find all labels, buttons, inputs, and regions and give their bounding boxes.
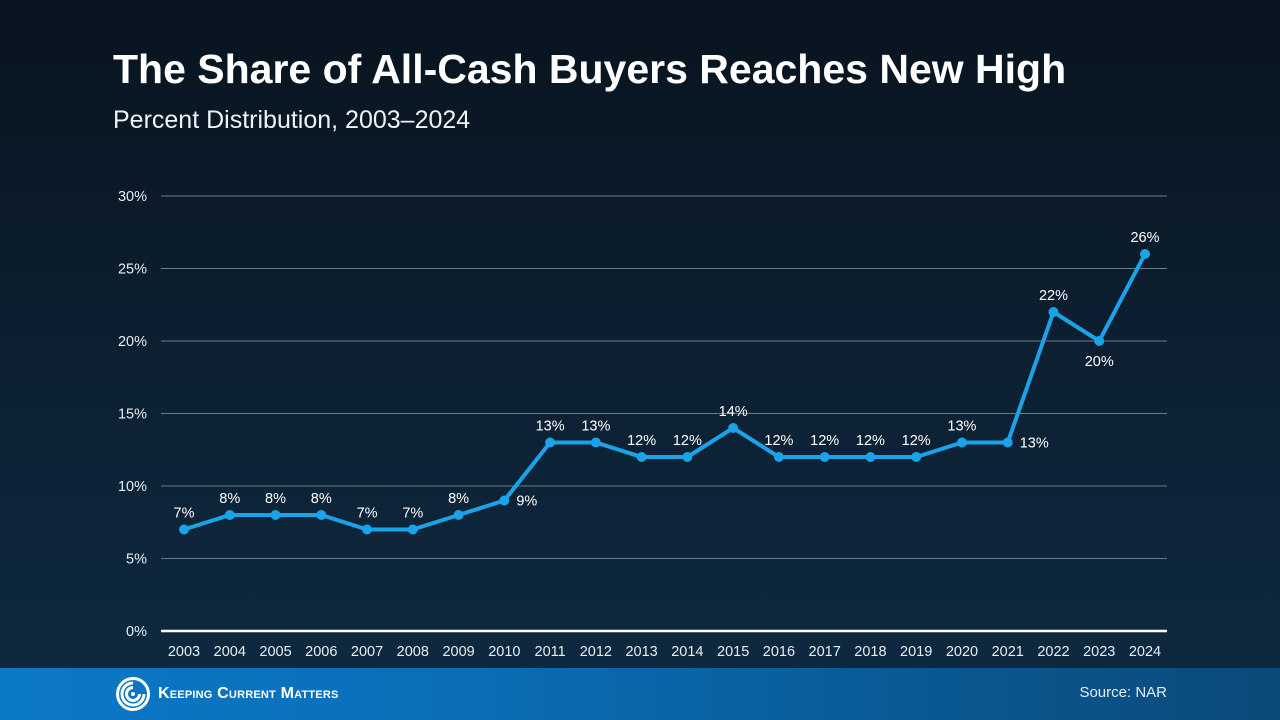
data-point — [1048, 307, 1059, 317]
data-label: 26% — [1130, 230, 1159, 246]
data-label: 12% — [856, 433, 885, 449]
data-label: 7% — [174, 506, 195, 522]
data-point — [453, 510, 464, 520]
x-tick-label: 2015 — [717, 644, 749, 660]
data-point — [590, 437, 601, 448]
x-tick-label: 2007 — [351, 644, 383, 660]
data-point — [545, 437, 556, 448]
x-tick-label: 2017 — [809, 644, 841, 660]
data-label: 13% — [947, 419, 976, 435]
data-point — [316, 510, 327, 520]
y-axis-tick-labels: 0% 5% 10% 15% 20% 25% 30% — [118, 189, 147, 640]
x-tick-label: 2024 — [1129, 644, 1161, 660]
chart-title: The Share of All-Cash Buyers Reaches New… — [113, 46, 1067, 92]
x-tick-label: 2012 — [580, 644, 612, 660]
data-labels: 7% 8% 8% 8% 7% 7% 8% 9% 13% 13% 12% 12% 14% 12% 12% 12%… — [174, 230, 1160, 522]
swirl-logo-icon — [116, 677, 150, 711]
x-tick-label: 2006 — [305, 644, 337, 660]
chart-subtitle: Percent Distribution, 2003–2024 — [113, 106, 471, 134]
data-point — [956, 437, 967, 448]
data-point — [362, 524, 373, 535]
data-series — [179, 249, 1150, 535]
data-point — [1140, 249, 1150, 259]
y-tick-label: 30% — [118, 189, 147, 205]
x-tick-label: 2013 — [625, 644, 657, 660]
y-tick-label: 10% — [118, 479, 147, 495]
brand-logo: Keeping Current Matters — [116, 677, 339, 711]
footer-bar: Keeping Current Matters Source: NAR — [0, 668, 1280, 720]
data-point — [773, 452, 784, 462]
x-tick-label: 2016 — [763, 644, 795, 660]
x-tick-label: 2003 — [168, 644, 200, 660]
x-tick-label: 2005 — [259, 644, 291, 660]
data-label: 12% — [627, 433, 656, 449]
data-point — [407, 524, 418, 535]
x-tick-label: 2014 — [671, 644, 703, 660]
data-point — [682, 452, 693, 462]
x-tick-label: 2009 — [442, 644, 474, 660]
data-point — [819, 452, 830, 462]
data-label: 22% — [1039, 288, 1068, 304]
data-label: 7% — [357, 506, 378, 522]
x-tick-label: 2021 — [992, 644, 1024, 660]
data-point — [636, 452, 647, 462]
data-label: 7% — [402, 506, 423, 522]
data-label: 12% — [673, 433, 702, 449]
brand-name: Keeping Current Matters — [158, 685, 339, 702]
data-label: 8% — [219, 491, 240, 507]
data-label: 8% — [448, 491, 469, 507]
data-point — [728, 423, 739, 433]
data-point — [911, 452, 922, 462]
x-tick-label: 2020 — [946, 644, 978, 660]
x-tick-label: 2018 — [854, 644, 886, 660]
data-point — [270, 510, 281, 520]
data-label: 12% — [764, 433, 793, 449]
data-label: 9% — [516, 494, 537, 510]
x-tick-label: 2019 — [900, 644, 932, 660]
data-point — [224, 510, 235, 520]
source-note: Source: NAR — [1079, 684, 1167, 701]
y-tick-label: 25% — [118, 262, 147, 278]
x-tick-label: 2004 — [214, 644, 246, 660]
data-label: 8% — [311, 491, 332, 507]
data-point — [865, 452, 876, 462]
data-point — [179, 524, 189, 535]
data-label: 13% — [1020, 436, 1049, 452]
data-point — [1002, 437, 1013, 448]
y-tick-label: 20% — [118, 334, 147, 350]
y-tick-label: 15% — [118, 407, 147, 423]
line-chart: 0% 5% 10% 15% 20% 25% 30% 2003 2004 2005 2006 2007… — [118, 189, 1167, 660]
data-label: 8% — [265, 491, 286, 507]
data-point — [1094, 336, 1105, 346]
x-axis-tick-labels: 2003 2004 2005 2006 2007 2008 2009 2010 2011 2012… — [168, 644, 1161, 660]
y-tick-label: 5% — [126, 552, 147, 568]
y-tick-label: 0% — [126, 624, 147, 640]
data-point — [499, 495, 510, 506]
x-tick-label: 2008 — [397, 644, 429, 660]
data-label: 13% — [581, 419, 610, 435]
data-label: 12% — [902, 433, 931, 449]
x-tick-label: 2011 — [535, 644, 566, 660]
gridlines — [161, 195, 1167, 633]
data-label: 14% — [719, 404, 748, 420]
data-label: 20% — [1085, 354, 1114, 370]
series-line — [182, 252, 1147, 532]
x-tick-label: 2023 — [1083, 644, 1115, 660]
data-label: 13% — [536, 419, 565, 435]
x-tick-label: 2022 — [1037, 644, 1069, 660]
x-tick-label: 2010 — [488, 644, 520, 660]
data-label: 12% — [810, 433, 839, 449]
